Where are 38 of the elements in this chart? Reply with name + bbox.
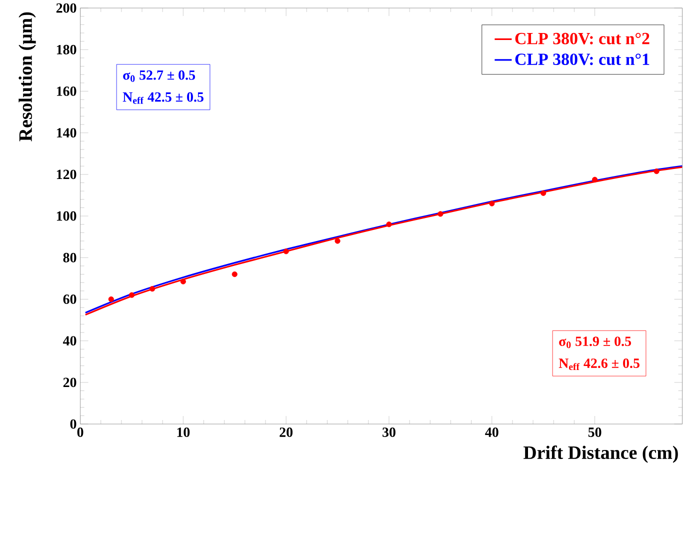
point — [108, 296, 114, 302]
y-tick-label: 0 — [70, 419, 76, 429]
annotation: σ$_{0}$ 51.9 ± 0.5 — [559, 336, 632, 348]
y-tick-label: 80 — [63, 252, 76, 262]
point — [150, 286, 156, 292]
x-tick-label: 0 — [77, 427, 84, 437]
x-axis-title: Drift Distance (cm) — [524, 445, 678, 463]
annotation: N$_{eff}$ 42.6 ± 0.5 — [558, 358, 640, 370]
point — [489, 200, 495, 206]
point — [438, 210, 444, 217]
y-tick-label: 200 — [56, 3, 76, 13]
point — [283, 248, 289, 254]
x-tick-label: 30 — [382, 427, 396, 437]
y-tick-label: 120 — [56, 170, 76, 179]
legend-label: CLP 380V: cut n°2 — [515, 32, 650, 44]
x-tick-label: 50 — [588, 427, 602, 437]
y-tick-label: 180 — [56, 44, 76, 54]
x-tick-label: 40 — [485, 427, 498, 437]
point — [654, 168, 660, 174]
point — [592, 176, 598, 182]
y-tick-label: 100 — [56, 211, 76, 221]
x-tick-label: 10 — [177, 427, 190, 437]
y-axis-title: Resolution (μm) — [18, 12, 36, 142]
y-tick-label: 140 — [56, 128, 76, 138]
y-tick-label: 20 — [63, 378, 76, 387]
y-tick-label: 40 — [62, 336, 76, 346]
point — [334, 238, 340, 244]
annotation: σ$_{0}$ 52.7 ± 0.5 — [123, 70, 196, 82]
point — [232, 271, 238, 277]
point — [386, 221, 392, 227]
point — [540, 190, 546, 196]
annotation: N$_{eff}$ 42.5 ± 0.5 — [122, 92, 204, 104]
x-tick-label: 20 — [280, 427, 293, 437]
y-tick-label: 60 — [63, 294, 76, 304]
y-tick-label: 160 — [56, 86, 76, 96]
point — [180, 278, 186, 284]
legend-label: CLP 380V: cut n°1 — [515, 53, 650, 65]
point — [128, 292, 135, 298]
